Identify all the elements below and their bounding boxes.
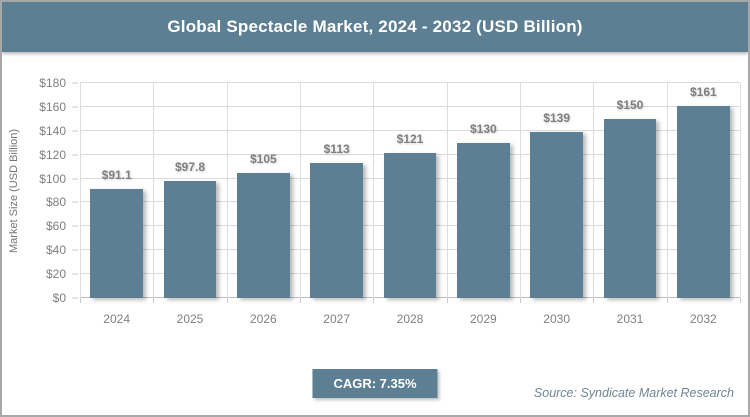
bar-value-label: $161 (689, 84, 717, 99)
x-tick-mark (80, 298, 81, 303)
gridline-v (520, 83, 521, 298)
y-tick-label: $180 (39, 76, 66, 90)
x-tick-mark (153, 298, 155, 303)
gridline-v (446, 83, 448, 298)
bar-value-label: $113 (323, 142, 350, 157)
y-tick-mark (72, 130, 78, 132)
y-tick-mark (72, 225, 78, 227)
x-tick-mark (593, 298, 595, 303)
x-tick-mark (520, 298, 521, 303)
bar-value-label: $130 (469, 121, 497, 136)
gridline-v (740, 83, 741, 298)
gridline-h (80, 105, 740, 107)
gridline-v (300, 83, 301, 298)
x-category-label: 2032 (689, 312, 717, 326)
x-tick-mark (373, 298, 375, 303)
gridline-v (153, 83, 155, 298)
bar-value-label: $139 (543, 110, 571, 125)
cagr-badge: CAGR: 7.35% (312, 369, 438, 398)
y-tick-label: $0 (52, 291, 66, 305)
bar-2024 (90, 189, 144, 298)
source-text: Source: Syndicate Market Research (533, 386, 734, 400)
x-category-label: 2025 (176, 312, 204, 326)
gridline-h (80, 129, 740, 131)
y-axis: $0 $20 $40 $60 $80 $100 $120 $140 $160 $180 (2, 77, 78, 304)
y-tick-label: $100 (39, 171, 66, 186)
gridline-v (80, 83, 81, 298)
x-tick-mark (740, 298, 741, 303)
y-tick-mark (72, 178, 78, 180)
gridline-v (226, 83, 228, 298)
x-category-label: 2031 (616, 312, 644, 326)
x-category-label: 2029 (469, 312, 497, 326)
plot-area: $91.1 2024 $97.8 2025 $105 2026 $113 2027 $121 20… (80, 82, 741, 326)
y-tick-mark (72, 82, 78, 84)
y-tick-label: $20 (45, 267, 66, 282)
x-tick-mark (666, 298, 668, 303)
y-tick-mark (72, 273, 78, 275)
y-tick-label: $80 (45, 195, 66, 210)
gridline-v (593, 83, 595, 298)
y-tick-mark (72, 201, 78, 203)
bar-2028 (383, 153, 437, 298)
y-tick-label: $40 (45, 243, 66, 258)
y-tick-label: $60 (45, 219, 66, 234)
x-category-label: 2027 (323, 312, 351, 326)
bar-2032 (676, 105, 730, 298)
bar-2029 (456, 142, 510, 298)
y-tick-label: $160 (39, 99, 66, 114)
chart-title-bar: Global Spectacle Market, 2024 - 2032 (US… (2, 2, 748, 52)
x-tick-mark (446, 298, 448, 303)
bar-2031 (603, 118, 657, 298)
y-tick-mark (72, 297, 78, 299)
y-tick-mark (72, 106, 78, 108)
x-tick-mark (226, 298, 228, 303)
bar-value-label: $105 (249, 151, 277, 166)
x-category-label: 2028 (396, 312, 424, 326)
y-tick-label: $140 (39, 123, 66, 138)
bar-value-label: $121 (396, 132, 424, 147)
y-tick-mark (72, 249, 78, 251)
bar-2030 (530, 131, 584, 298)
gridline-v (666, 83, 668, 298)
x-category-label: 2024 (103, 312, 131, 326)
bar-value-label: $150 (616, 97, 644, 112)
gridline-v (373, 83, 375, 298)
bar-2026 (236, 172, 290, 298)
x-category-label: 2026 (249, 312, 277, 326)
bar-value-label: $97.8 (174, 160, 206, 175)
y-tick-mark (72, 154, 78, 156)
x-category-label: 2030 (543, 312, 571, 326)
bar-value-label: $91.1 (101, 168, 132, 183)
x-tick-mark (300, 298, 301, 303)
bar-2027 (310, 163, 364, 298)
bar-2025 (163, 181, 217, 298)
gridline-h (80, 82, 740, 83)
chart-title: Global Spectacle Market, 2024 - 2032 (US… (167, 17, 583, 36)
y-tick-label: $120 (39, 147, 66, 162)
